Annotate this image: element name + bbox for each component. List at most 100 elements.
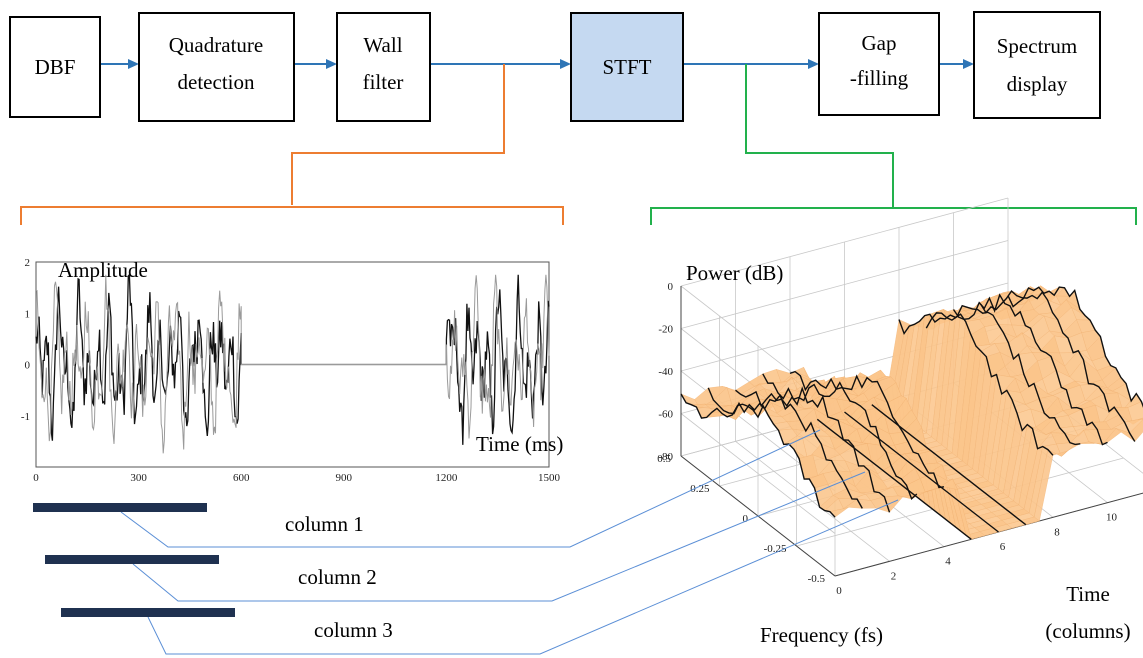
column-3-label: column 3 (314, 618, 393, 642)
pipeline-arrowhead (326, 59, 337, 69)
amplitude-x-tick: 900 (336, 472, 353, 484)
spectrum-column-profile (707, 387, 863, 509)
spectrum-3d-chart: 0-20-40-60-800.50.250-0.25-0.5024681012 … (657, 197, 1143, 647)
spectrum-z-tick: -20 (658, 324, 673, 336)
spectrum-column-profile (925, 304, 1081, 446)
amplitude-y-tick: -1 (21, 411, 30, 423)
spectrum-surface (680, 285, 1143, 540)
amplitude-y-tick: 0 (25, 360, 31, 372)
amplitude-tick-labels: 0 300 600 900 1200 1500 2 1 0 -1 (21, 257, 561, 484)
spectrum-time-tick: 8 (1054, 526, 1060, 538)
spectrum-time-tick: 4 (945, 556, 951, 568)
spectrum-time-tick: 2 (891, 570, 897, 582)
spectrum-time-tick: 6 (1000, 541, 1006, 553)
amplitude-x-tick: 300 (130, 472, 147, 484)
column-1-label: column 1 (285, 512, 364, 536)
spectrum-tick-labels: 0-20-40-60-800.50.250-0.25-0.5024681012 (657, 281, 1118, 597)
amplitude-chart: 0 300 600 900 1200 1500 2 1 0 -1 Amplitude Time (… (21, 257, 564, 484)
amplitude-plot-frame (35, 261, 550, 468)
block-wall-filter: Wall filter (336, 12, 431, 122)
block-dbf-label: DBF (35, 55, 76, 79)
pipeline: DBF Quadrature detection Wall filter STF… (9, 11, 1101, 122)
block-quadrature-label-line1: Quadrature (169, 33, 263, 57)
spectrum-column-profile (871, 404, 1027, 526)
block-stft-label: STFT (602, 55, 651, 79)
tap-connector-stft (650, 64, 1137, 225)
spectrum-column-profile (952, 293, 1108, 446)
amplitude-x-label: Time (ms) (476, 432, 563, 456)
spectrum-column-profile (844, 411, 999, 533)
amplitude-x-tick: 1500 (538, 472, 561, 484)
amplitude-y-tick: 2 (25, 257, 31, 269)
spectrum-column-profile (898, 313, 1054, 456)
column-1-window-bar (33, 503, 207, 512)
block-gap-filling: Gap -filling (818, 12, 940, 116)
block-dbf: DBF (9, 16, 101, 118)
column-connector-line (120, 429, 821, 548)
block-stft-box (570, 12, 684, 122)
block-wall-filter-box (336, 12, 431, 122)
spectrum-z-tick: -60 (658, 409, 673, 421)
spectrum-freq-tick: -0.5 (808, 573, 826, 585)
spectrum-time-label-line2: (columns) (1045, 619, 1130, 643)
spectrum-freq-label: Frequency (fs) (760, 623, 883, 647)
spectrum-column-profile (680, 393, 836, 518)
spectrum-column-profile (1007, 286, 1143, 408)
amplitude-x-tick: 0 (33, 472, 39, 484)
block-quadrature-detection: Quadrature detection (138, 12, 295, 122)
spectrum-column-profile (789, 370, 945, 489)
column-2-window-bar (45, 555, 219, 564)
block-quadrature-box (138, 12, 295, 122)
spectrum-time-label-line1: Time (1066, 582, 1110, 606)
column-3-window-bar (61, 608, 235, 617)
column-connector-line (132, 471, 866, 602)
spectrum-time-tick: 0 (836, 585, 842, 597)
amplitude-x-tick: 1200 (435, 472, 458, 484)
block-wall-filter-label-line1: Wall (363, 33, 402, 57)
block-dbf-box (9, 16, 101, 118)
block-gap-filling-label-line2: -filling (850, 66, 909, 90)
amplitude-y-tick: 1 (25, 308, 31, 320)
column-connector-line (147, 499, 899, 655)
block-gap-filling-box (818, 12, 940, 116)
block-spectrum-display-box (973, 11, 1101, 119)
spectrum-column-profile (816, 418, 972, 540)
column-2-label: column 2 (298, 565, 377, 589)
tap-connector-wall-filter (20, 64, 564, 225)
spectrum-freq-tick: 0 (743, 513, 749, 525)
spectrum-grid-line (735, 440, 890, 562)
spectrum-column-profile (735, 386, 891, 513)
block-spectrum-display: Spectrum display (973, 11, 1101, 119)
spectrum-z-tick: -80 (658, 451, 673, 463)
spectrum-freq-tick: 0.5 (657, 453, 671, 465)
spectrum-column-profile (762, 373, 918, 501)
block-stft: STFT (570, 12, 684, 122)
column-connector-lines (120, 429, 899, 655)
pipeline-arrowhead (128, 59, 139, 69)
amplitude-x-tick: 600 (233, 472, 250, 484)
amplitude-series-line (35, 274, 550, 454)
block-wall-filter-label-line2: filter (363, 70, 404, 94)
amplitude-series-group (35, 273, 550, 454)
block-spectrum-display-label-line1: Spectrum (997, 34, 1077, 58)
brace-orange (20, 206, 564, 225)
spectrum-z-label: Power (dB) (686, 261, 783, 285)
spectrum-column-profile (980, 290, 1136, 442)
block-spectrum-display-label-line2: display (1007, 72, 1068, 96)
block-quadrature-label-line2: detection (178, 70, 255, 94)
stft-columns: column 1 column 2 column 3 (33, 429, 899, 655)
pipeline-arrowhead (808, 59, 819, 69)
spectrum-time-tick: 10 (1106, 512, 1118, 524)
tap-line-orange (291, 64, 505, 205)
spectrum-freq-tick: 0.25 (690, 483, 710, 495)
spectrum-freq-tick: -0.25 (764, 543, 787, 555)
block-gap-filling-label-line1: Gap (862, 31, 897, 55)
brace-green (650, 207, 1137, 225)
tap-line-green (745, 64, 894, 208)
spectrum-z-tick: -40 (658, 366, 673, 378)
pipeline-arrowhead (963, 59, 974, 69)
amplitude-y-label: Amplitude (58, 258, 148, 282)
pipeline-arrowhead (560, 59, 571, 69)
spectrum-z-tick: 0 (668, 281, 674, 293)
